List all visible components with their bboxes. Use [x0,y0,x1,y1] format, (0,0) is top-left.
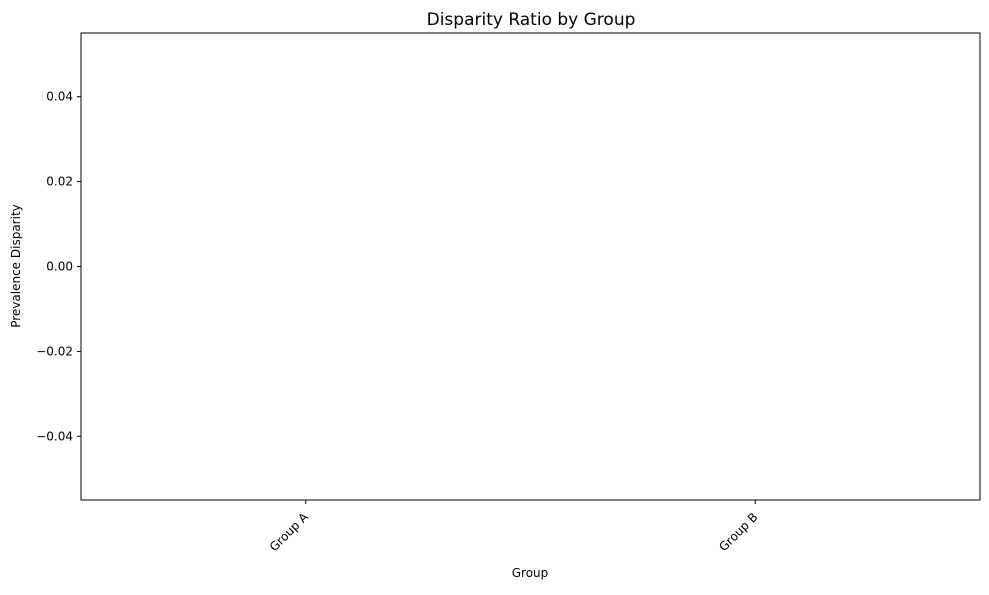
x-axis-label: Group [512,566,549,580]
y-tick-label: −0.02 [36,344,73,358]
y-tick-label: 0.04 [46,90,73,104]
plot-area [80,32,981,501]
y-tick-label: −0.04 [36,429,73,443]
y-axis-label: Prevalence Disparity [9,204,23,328]
x-axis: Group A Group B [267,500,761,554]
x-tick-label: Group A [267,509,312,554]
y-tick-label: 0.00 [46,260,73,274]
y-axis: −0.04 −0.02 0.00 0.02 0.04 [36,90,81,443]
x-tick-label: Group B [716,510,760,554]
chart-title: Disparity Ratio by Group [427,10,636,30]
y-tick-label: 0.02 [46,175,73,189]
